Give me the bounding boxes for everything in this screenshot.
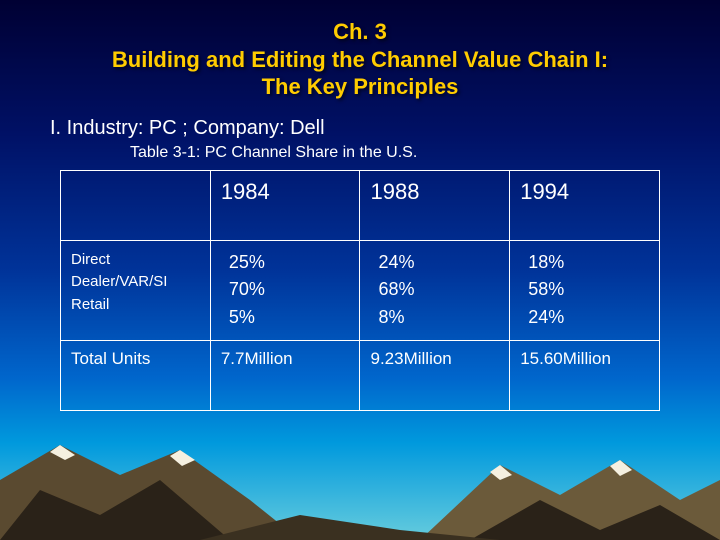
header-1988: 1988 bbox=[360, 170, 510, 240]
subtitle: I. Industry: PC ; Company: Dell bbox=[50, 117, 720, 140]
val-1984-direct: 25% bbox=[229, 249, 350, 277]
slide-title: Ch. 3 Building and Editing the Channel V… bbox=[0, 0, 720, 101]
header-1994: 1994 bbox=[510, 170, 660, 240]
data-table: 1984 1988 1994 Direct Dealer/VAR/SI Reta… bbox=[60, 170, 660, 412]
total-label: Total Units bbox=[61, 341, 211, 411]
title-line-1: Ch. 3 bbox=[333, 19, 387, 44]
val-1994-retail: 24% bbox=[528, 304, 649, 332]
val-1994-direct: 18% bbox=[528, 249, 649, 277]
row-label-retail: Retail bbox=[71, 294, 200, 317]
total-1984: 7.7Million bbox=[210, 341, 360, 411]
val-1994-dealer: 58% bbox=[528, 276, 649, 304]
val-1988-retail: 8% bbox=[378, 304, 499, 332]
val-1984-retail: 5% bbox=[229, 304, 350, 332]
values-1984: 25% 70% 5% bbox=[210, 240, 360, 341]
values-1994: 18% 58% 24% bbox=[510, 240, 660, 341]
mountain-decoration bbox=[0, 420, 720, 540]
table-data-row: Direct Dealer/VAR/SI Retail 25% 70% 5% 2… bbox=[61, 240, 660, 341]
val-1988-direct: 24% bbox=[378, 249, 499, 277]
row-label-dealer: Dealer/VAR/SI bbox=[71, 271, 200, 294]
row-labels-cell: Direct Dealer/VAR/SI Retail bbox=[61, 240, 211, 341]
table-total-row: Total Units 7.7Million 9.23Million 15.60… bbox=[61, 341, 660, 411]
header-blank bbox=[61, 170, 211, 240]
val-1988-dealer: 68% bbox=[378, 276, 499, 304]
header-1984: 1984 bbox=[210, 170, 360, 240]
total-1988: 9.23Million bbox=[360, 341, 510, 411]
row-label-direct: Direct bbox=[71, 249, 200, 272]
title-line-3: The Key Principles bbox=[262, 74, 459, 99]
total-1994: 15.60Million bbox=[510, 341, 660, 411]
title-line-2: Building and Editing the Channel Value C… bbox=[112, 47, 608, 72]
table-caption: Table 3-1: PC Channel Share in the U.S. bbox=[130, 144, 720, 162]
values-1988: 24% 68% 8% bbox=[360, 240, 510, 341]
table-header-row: 1984 1988 1994 bbox=[61, 170, 660, 240]
val-1984-dealer: 70% bbox=[229, 276, 350, 304]
